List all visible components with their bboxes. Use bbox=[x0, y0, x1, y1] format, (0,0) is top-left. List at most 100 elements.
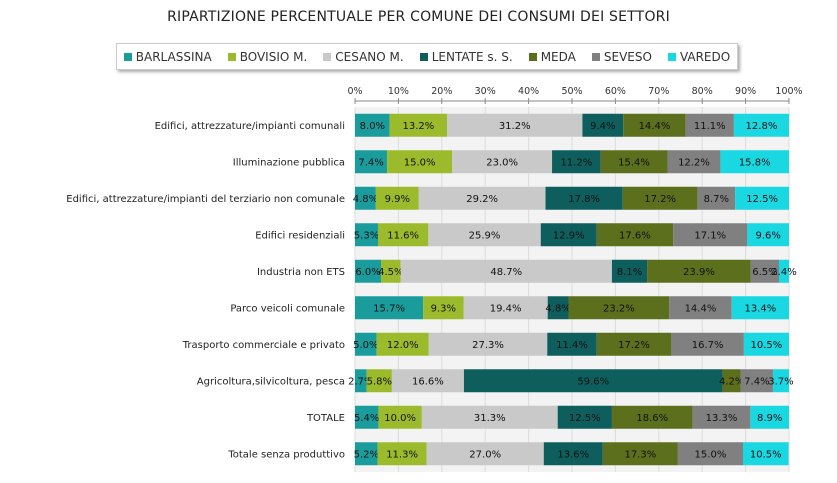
bar-segment bbox=[747, 223, 789, 247]
bar-segment bbox=[667, 150, 721, 174]
data-label: 5.4% bbox=[354, 413, 379, 424]
bar-segment bbox=[387, 150, 453, 174]
data-label: 23.9% bbox=[683, 267, 715, 278]
legend-item: LENTATE s. S. bbox=[419, 49, 513, 64]
legend-label: BARLASSINA bbox=[135, 49, 212, 64]
data-label: 4.2% bbox=[719, 376, 744, 387]
data-label: 17.8% bbox=[568, 194, 600, 205]
data-label: 12.8% bbox=[746, 121, 778, 132]
category-label: Industria non ETS bbox=[257, 267, 345, 278]
x-tick-label: 40% bbox=[518, 86, 539, 97]
data-label: 6.5% bbox=[752, 267, 777, 278]
bar-segment bbox=[355, 332, 377, 356]
bar-segment bbox=[722, 369, 741, 393]
data-label: 13.3% bbox=[706, 413, 738, 424]
category-label: Illuminazione pubblica bbox=[233, 157, 345, 168]
category-label: TOTALE bbox=[306, 413, 345, 424]
bar-segment bbox=[355, 296, 424, 320]
bar-segment bbox=[366, 369, 392, 393]
bar-segment bbox=[547, 296, 569, 320]
data-label: 5.3% bbox=[354, 230, 379, 241]
x-tick-label: 90% bbox=[735, 86, 756, 97]
data-label: 11.1% bbox=[694, 121, 726, 132]
data-label: 23.2% bbox=[603, 303, 635, 314]
bar-segment bbox=[735, 186, 789, 210]
data-label: 48.7% bbox=[490, 267, 522, 278]
bar-segment bbox=[423, 296, 464, 320]
bar-segment bbox=[540, 223, 597, 247]
bar-segment bbox=[582, 113, 624, 137]
legend-item: BOVISIO M. bbox=[227, 50, 307, 64]
bar-segment bbox=[779, 259, 789, 283]
legend-item: CESANO M. bbox=[323, 50, 404, 64]
category-label: Totale senza produttivo bbox=[227, 449, 345, 460]
bar-segment bbox=[355, 442, 378, 466]
data-label: 31.3% bbox=[474, 413, 506, 424]
legend-label: LENTATE s. S. bbox=[431, 49, 513, 64]
bar-segment bbox=[611, 259, 648, 283]
legend-swatch bbox=[323, 52, 332, 61]
data-label: 17.2% bbox=[644, 194, 676, 205]
bar-segment bbox=[557, 405, 612, 429]
legend-swatch bbox=[591, 52, 600, 61]
bar-segment bbox=[623, 113, 686, 137]
bar-segment bbox=[692, 405, 751, 429]
bar-segment bbox=[421, 405, 558, 429]
bar-segment bbox=[376, 332, 429, 356]
bar-segment bbox=[378, 405, 422, 429]
bar-segment bbox=[545, 186, 623, 210]
bar-segment bbox=[552, 150, 601, 174]
bar-segment bbox=[611, 405, 693, 429]
legend-item: SEVESO bbox=[591, 50, 652, 64]
legend-swatch bbox=[123, 52, 132, 61]
data-label: 15.0% bbox=[695, 449, 727, 460]
data-label: 14.4% bbox=[639, 121, 671, 132]
bar-segment bbox=[740, 369, 773, 393]
bar-segment bbox=[673, 223, 748, 247]
bar-segment bbox=[375, 186, 419, 210]
data-label: 5.0% bbox=[353, 340, 378, 351]
bar-segment bbox=[697, 186, 736, 210]
data-label: 4.8% bbox=[353, 194, 378, 205]
bar-segment bbox=[750, 259, 780, 283]
bar-segment bbox=[391, 369, 464, 393]
data-label: 11.6% bbox=[387, 230, 419, 241]
data-label: 10.0% bbox=[384, 413, 416, 424]
bar-segment bbox=[743, 332, 789, 356]
legend-item: BARLASSINA bbox=[123, 49, 212, 64]
data-label: 12.5% bbox=[569, 413, 601, 424]
data-label: 8.7% bbox=[704, 194, 729, 205]
x-tick-label: 20% bbox=[431, 86, 452, 97]
data-label: 4.5% bbox=[378, 267, 403, 278]
legend-label: MEDA bbox=[540, 49, 576, 64]
bar-segment bbox=[772, 369, 789, 393]
data-label: 11.2% bbox=[560, 157, 592, 168]
data-label: 17.1% bbox=[694, 230, 726, 241]
data-label: 11.3% bbox=[386, 449, 418, 460]
data-label: 9.3% bbox=[431, 303, 456, 314]
category-label: Edifici residenziali bbox=[255, 230, 345, 241]
bar-segment bbox=[355, 405, 379, 429]
data-label: 23.0% bbox=[486, 157, 518, 168]
data-label: 12.2% bbox=[678, 157, 710, 168]
data-label: 12.0% bbox=[387, 340, 419, 351]
bar-segment bbox=[355, 113, 390, 137]
bar-segment bbox=[677, 442, 743, 466]
data-label: 17.6% bbox=[619, 230, 651, 241]
data-label: 12.5% bbox=[746, 194, 778, 205]
data-label: 4.8% bbox=[545, 303, 570, 314]
data-label: 18.6% bbox=[636, 413, 668, 424]
data-label: 9.6% bbox=[755, 230, 780, 241]
data-label: 10.5% bbox=[750, 449, 782, 460]
bar-segment bbox=[731, 296, 789, 320]
bar-segment bbox=[400, 259, 612, 283]
data-label: 13.2% bbox=[402, 121, 434, 132]
bar-segment bbox=[355, 259, 382, 283]
bar-segment bbox=[355, 223, 379, 247]
bar-segment bbox=[355, 186, 376, 210]
data-label: 12.9% bbox=[553, 230, 585, 241]
category-label: Parco veicoli comunale bbox=[230, 303, 345, 314]
x-tick-label: 30% bbox=[475, 86, 496, 97]
bar-segment bbox=[428, 332, 548, 356]
data-label: 13.6% bbox=[557, 449, 589, 460]
